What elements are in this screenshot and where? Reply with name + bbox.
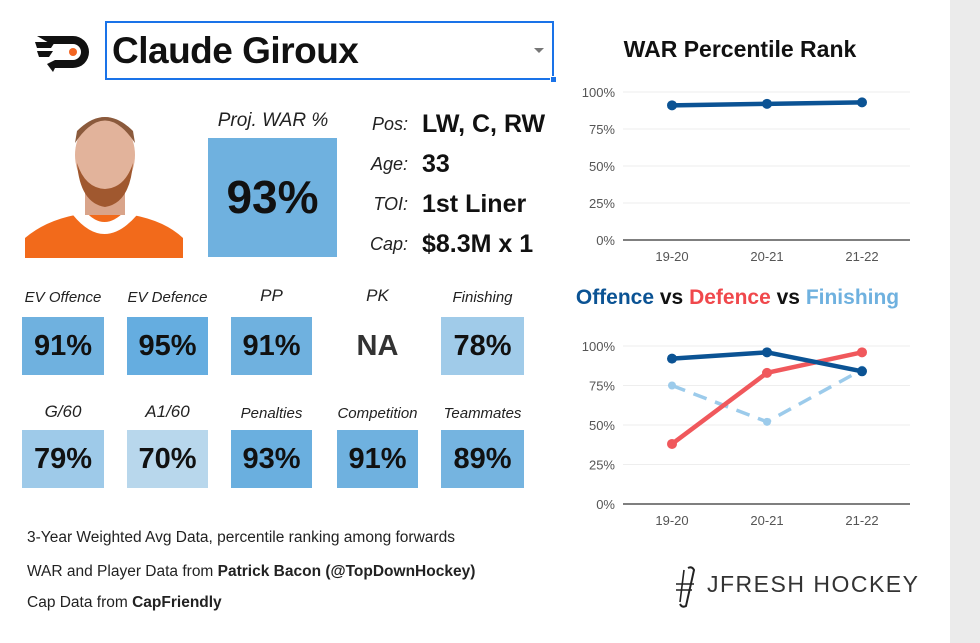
proj-war-tile: 93% (208, 138, 337, 257)
x-tick-label: 19-20 (655, 513, 688, 528)
footer-note: 3-Year Weighted Avg Data, percentile ran… (27, 529, 455, 546)
teammates-label: Teammates (443, 405, 522, 422)
offence-data-point (857, 366, 867, 377)
y-tick-label: 100% (582, 339, 616, 354)
defence-data-point (857, 347, 867, 358)
pp-label: PP (260, 286, 283, 305)
war-chart-title: WAR Percentile Rank (623, 36, 857, 62)
x-tick-label: 20-21 (750, 513, 783, 528)
age-value: 33 (422, 149, 450, 178)
pos-value: LW, C, RW (422, 109, 546, 138)
player-info: Pos: LW, C, RW Age: 33 TOI: 1st Liner Cap: $… (368, 104, 545, 264)
ev-defence-label: EV Defence (127, 289, 208, 306)
a1-60-tile: 70% (127, 430, 208, 488)
y-tick-label: 75% (589, 122, 615, 137)
defence-data-point (762, 367, 772, 378)
pos-label: Pos: (371, 113, 408, 134)
x-tick-label: 21-22 (845, 249, 878, 264)
penalties-tile: 93% (231, 430, 312, 488)
x-tick-label: 21-22 (845, 513, 878, 528)
ovd-chart-title: Offence vs Defence vs Finishing (555, 286, 920, 310)
title-offence: Offence (575, 286, 655, 309)
war-data-point (667, 100, 677, 111)
teammates-tile: 89% (441, 430, 524, 488)
toi-label: TOI: (373, 193, 408, 214)
ev-defence-tile: 95% (127, 317, 208, 375)
g-60-tile: 79% (22, 430, 104, 488)
cap-value: $8.3M x 1 (422, 229, 534, 258)
proj-war-label: Proj. WAR % (217, 110, 329, 131)
y-tick-label: 100% (582, 85, 616, 100)
y-tick-label: 50% (589, 418, 615, 433)
finishing-data-point (763, 417, 771, 426)
finishing-label: Finishing (452, 289, 513, 306)
y-tick-label: 25% (589, 458, 615, 473)
a1-60-label: A1/60 (145, 402, 190, 421)
footer-war-prefix: WAR and Player Data from (27, 563, 218, 580)
x-tick-label: 20-21 (750, 249, 783, 264)
title-finishing: Finishing (805, 286, 900, 309)
resize-handle[interactable] (550, 76, 557, 83)
pp-tile: 91% (231, 317, 312, 375)
offence-data-point (667, 353, 677, 364)
chevron-down-icon[interactable] (534, 48, 544, 53)
ev-offence-tile: 91% (22, 317, 104, 375)
g-60-label: G/60 (44, 402, 82, 421)
toi-value: 1st Liner (422, 189, 527, 218)
pk-label: PK (366, 286, 389, 305)
player-name: Claude Giroux (112, 30, 359, 71)
war-data-point (762, 98, 772, 109)
side-panel-strip (950, 0, 980, 643)
player-select[interactable]: Claude Giroux (105, 21, 557, 83)
footer-cap-author: CapFriendly (132, 594, 222, 611)
competition-tile: 91% (337, 430, 418, 488)
cap-label: Cap: (369, 233, 408, 254)
footer-war-source: WAR and Player Data from Patrick Bacon (… (27, 563, 475, 581)
age-label: Age: (370, 153, 408, 174)
offence-defence-finishing-chart: 0% 25% 50% 75% 100% 19-20 20-21 21-22 (582, 339, 910, 528)
y-tick-label: 50% (589, 159, 615, 174)
jfresh-logo-icon (676, 566, 696, 608)
ev-offence-label: EV Offence (24, 289, 102, 306)
war-data-point (857, 97, 867, 108)
brand-name: JFRESH HOCKEY (707, 571, 920, 597)
footer-cap-prefix: Cap Data from (27, 594, 133, 611)
player-photo (25, 117, 183, 258)
offence-data-point (762, 347, 772, 358)
footer-cap-source: Cap Data from CapFriendly (27, 594, 222, 612)
finishing-tile: 78% (441, 317, 524, 375)
penalties-label: Penalties (240, 405, 303, 422)
y-tick-label: 0% (596, 497, 615, 512)
y-tick-label: 75% (589, 379, 615, 394)
defence-data-point (667, 438, 677, 449)
title-vs-1: vs (654, 286, 690, 309)
y-tick-label: 0% (596, 233, 615, 248)
competition-label: Competition (337, 405, 418, 422)
war-percentile-chart: 0% 25% 50% 75% 100% 19-20 20-21 21-22 (582, 85, 910, 264)
flyers-logo-icon (35, 36, 89, 72)
y-tick-label: 25% (589, 196, 615, 211)
footer-war-author: Patrick Bacon (@TopDownHockey) (217, 563, 476, 580)
x-tick-label: 19-20 (655, 249, 688, 264)
title-defence: Defence (689, 286, 771, 309)
title-vs-2: vs (770, 286, 806, 309)
pk-tile: NA (337, 317, 418, 375)
finishing-data-point (668, 381, 676, 390)
